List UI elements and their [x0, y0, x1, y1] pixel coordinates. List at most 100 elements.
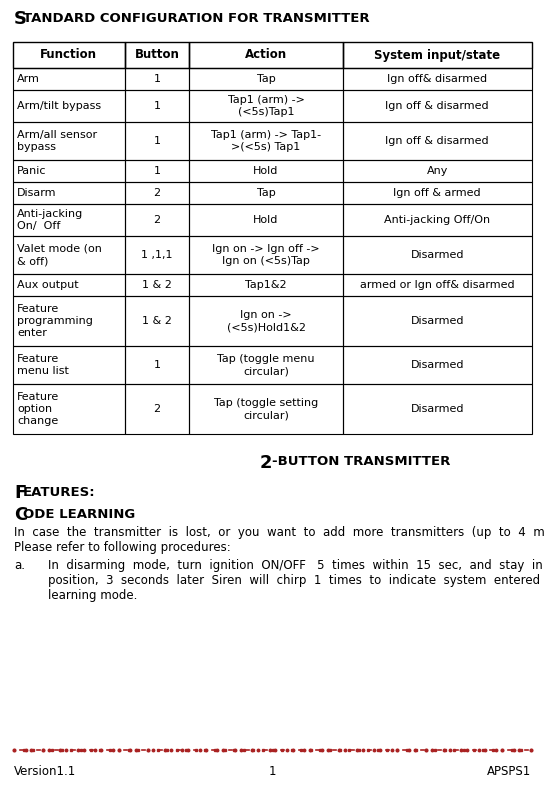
Bar [125, 236, 190, 274]
Bar [13, 236, 125, 274]
Bar [125, 68, 190, 90]
Bar [190, 90, 343, 122]
Bar [13, 90, 125, 122]
Text: ODE LEARNING: ODE LEARNING [23, 508, 135, 521]
Bar [13, 384, 125, 434]
Text: Tap: Tap [257, 74, 275, 84]
Bar [13, 68, 125, 90]
Bar [125, 346, 190, 384]
Bar [343, 236, 532, 274]
Bar [125, 90, 190, 122]
Bar [125, 274, 190, 296]
Text: armed or Ign off& disarmed: armed or Ign off& disarmed [360, 280, 514, 290]
Bar [13, 42, 532, 68]
Bar [343, 90, 532, 122]
Text: learning mode.: learning mode. [48, 589, 137, 602]
Text: -BUTTON TRANSMITTER: -BUTTON TRANSMITTER [272, 455, 451, 468]
Text: 1: 1 [154, 166, 161, 176]
Bar [190, 68, 343, 90]
Text: TANDARD CONFIGURATION FOR TRANSMITTER: TANDARD CONFIGURATION FOR TRANSMITTER [23, 12, 370, 25]
Text: Aux output: Aux output [17, 280, 78, 290]
Text: In  disarming  mode,  turn  ignition  ON/OFF   5  times  within  15  sec,  and  : In disarming mode, turn ignition ON/OFF … [48, 559, 545, 572]
Bar [125, 160, 190, 182]
Bar [343, 90, 532, 122]
Bar [125, 204, 190, 236]
Bar [343, 384, 532, 434]
Bar [125, 274, 190, 296]
Text: C: C [14, 506, 27, 524]
Text: In  case  the  transmitter  is  lost,  or  you  want  to  add  more  transmitter: In case the transmitter is lost, or you … [14, 526, 545, 539]
Bar [343, 204, 532, 236]
Text: S: S [14, 10, 27, 28]
Bar [190, 346, 343, 384]
Bar [125, 182, 190, 204]
Bar [190, 236, 343, 274]
Bar [13, 204, 125, 236]
Bar [13, 296, 125, 346]
Text: 2: 2 [154, 215, 161, 225]
Bar [125, 68, 190, 90]
Text: Action: Action [245, 49, 287, 61]
Text: APSPS1: APSPS1 [487, 765, 531, 778]
Bar [190, 182, 343, 204]
Bar [343, 296, 532, 346]
Text: position,  3  seconds  later  Siren  will  chirp  1  times  to  indicate  system: position, 3 seconds later Siren will chi… [48, 574, 545, 587]
Bar [125, 296, 190, 346]
Bar [190, 90, 343, 122]
Bar [125, 122, 190, 160]
Bar [190, 274, 343, 296]
Text: Feature
option
change: Feature option change [17, 392, 59, 427]
Bar [343, 122, 532, 160]
Bar [13, 384, 125, 434]
Bar [343, 346, 532, 384]
Bar [13, 182, 125, 204]
Text: 2: 2 [154, 404, 161, 414]
Bar [343, 274, 532, 296]
Text: Tap: Tap [257, 188, 275, 198]
Bar [343, 68, 532, 90]
Bar [190, 182, 343, 204]
Text: Arm/tilt bypass: Arm/tilt bypass [17, 101, 101, 111]
Text: Disarmed: Disarmed [410, 316, 464, 326]
Bar [13, 236, 125, 274]
Text: Ign on ->
(<5s)Hold1&2: Ign on -> (<5s)Hold1&2 [227, 310, 306, 332]
Bar [13, 274, 125, 296]
Text: Arm/all sensor
bypass: Arm/all sensor bypass [17, 130, 97, 152]
Text: Tap1 (arm) ->
(<5s)Tap1: Tap1 (arm) -> (<5s)Tap1 [228, 94, 305, 117]
Text: Please refer to following procedures:: Please refer to following procedures: [14, 541, 231, 554]
Bar [13, 160, 125, 182]
Bar [13, 90, 125, 122]
Bar [13, 122, 125, 160]
Bar [343, 346, 532, 384]
Text: 2: 2 [154, 188, 161, 198]
Text: 1: 1 [269, 765, 276, 778]
Text: Ign off & disarmed: Ign off & disarmed [385, 101, 489, 111]
Bar [343, 204, 532, 236]
Bar [190, 274, 343, 296]
Bar [125, 90, 190, 122]
Bar [125, 296, 190, 346]
Bar [125, 160, 190, 182]
Bar [343, 68, 532, 90]
Bar [125, 384, 190, 434]
Bar [125, 122, 190, 160]
Text: 1 & 2: 1 & 2 [142, 280, 172, 290]
Text: a.: a. [14, 559, 25, 572]
Text: Tap1&2: Tap1&2 [245, 280, 287, 290]
Text: Disarm: Disarm [17, 188, 57, 198]
Text: Button: Button [135, 49, 179, 61]
Bar [343, 296, 532, 346]
Text: 1 ,1,1: 1 ,1,1 [141, 250, 173, 260]
Text: 2: 2 [260, 454, 272, 472]
Text: Any: Any [427, 166, 448, 176]
Bar [343, 42, 532, 68]
Bar [190, 122, 343, 160]
Bar [13, 346, 125, 384]
Bar [343, 182, 532, 204]
Text: Valet mode (on
& off): Valet mode (on & off) [17, 244, 102, 266]
Bar [125, 384, 190, 434]
Bar [125, 236, 190, 274]
Bar [343, 122, 532, 160]
Text: System input/state: System input/state [374, 49, 500, 61]
Bar [190, 204, 343, 236]
